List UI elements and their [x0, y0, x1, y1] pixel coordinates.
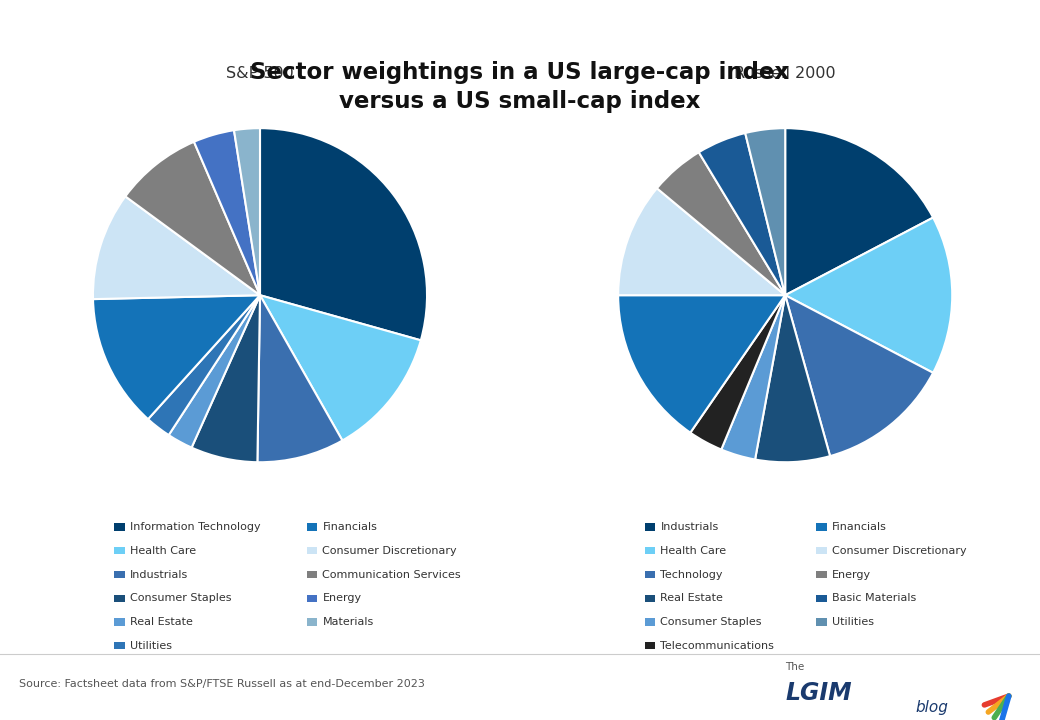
Text: Consumer Discretionary: Consumer Discretionary [832, 546, 966, 556]
Wedge shape [785, 128, 933, 295]
Wedge shape [191, 295, 260, 462]
Wedge shape [618, 188, 785, 295]
Text: blog: blog [915, 700, 948, 715]
Wedge shape [691, 295, 785, 449]
Text: @LGIM: @LGIM [889, 12, 940, 28]
Wedge shape [785, 295, 933, 456]
Wedge shape [722, 295, 785, 459]
Text: Sector weightings in a US large-cap index
versus a US small-cap index: Sector weightings in a US large-cap inde… [251, 61, 789, 114]
Text: Energy: Energy [322, 593, 362, 603]
Text: Health Care: Health Care [660, 546, 727, 556]
Wedge shape [126, 142, 260, 295]
Wedge shape [785, 217, 953, 373]
Wedge shape [746, 128, 785, 295]
Text: lgimblog.com: lgimblog.com [728, 13, 827, 27]
Text: The: The [785, 662, 805, 672]
Text: Energy: Energy [832, 570, 872, 580]
Text: Real Estate: Real Estate [660, 593, 723, 603]
Wedge shape [93, 295, 260, 419]
Title: Russell 2000: Russell 2000 [734, 66, 836, 81]
Text: Financials: Financials [322, 522, 378, 532]
Text: Consumer Discretionary: Consumer Discretionary [322, 546, 457, 556]
Text: Financials: Financials [832, 522, 887, 532]
Wedge shape [260, 128, 427, 341]
Title: S&P 500: S&P 500 [226, 66, 294, 81]
Wedge shape [194, 130, 260, 295]
Text: Communication Services: Communication Services [322, 570, 461, 580]
Text: Health Care: Health Care [130, 546, 197, 556]
Text: Consumer Staples: Consumer Staples [130, 593, 232, 603]
Wedge shape [148, 295, 260, 435]
Text: January 2024  |  Investment strategy: January 2024 | Investment strategy [19, 12, 289, 28]
Wedge shape [234, 128, 260, 295]
Text: Telecommunications: Telecommunications [660, 641, 774, 651]
Text: Basic Materials: Basic Materials [832, 593, 916, 603]
Text: Utilities: Utilities [130, 641, 172, 651]
Wedge shape [93, 197, 260, 299]
Wedge shape [755, 295, 830, 462]
Wedge shape [618, 295, 785, 433]
Text: Consumer Staples: Consumer Staples [660, 617, 762, 627]
Text: Real Estate: Real Estate [130, 617, 192, 627]
Wedge shape [168, 295, 260, 448]
Text: LGIM: LGIM [785, 680, 852, 705]
Text: Technology: Technology [660, 570, 723, 580]
Wedge shape [657, 152, 785, 295]
Text: Industrials: Industrials [660, 522, 719, 532]
Text: Information Technology: Information Technology [130, 522, 261, 532]
Text: Source: Factsheet data from S&P/FTSE Russell as at end-December 2023: Source: Factsheet data from S&P/FTSE Rus… [19, 680, 424, 690]
Wedge shape [257, 295, 342, 462]
Text: Materials: Materials [322, 617, 373, 627]
Wedge shape [260, 295, 421, 441]
Text: Industrials: Industrials [130, 570, 188, 580]
Wedge shape [699, 133, 785, 295]
Text: Utilities: Utilities [832, 617, 874, 627]
